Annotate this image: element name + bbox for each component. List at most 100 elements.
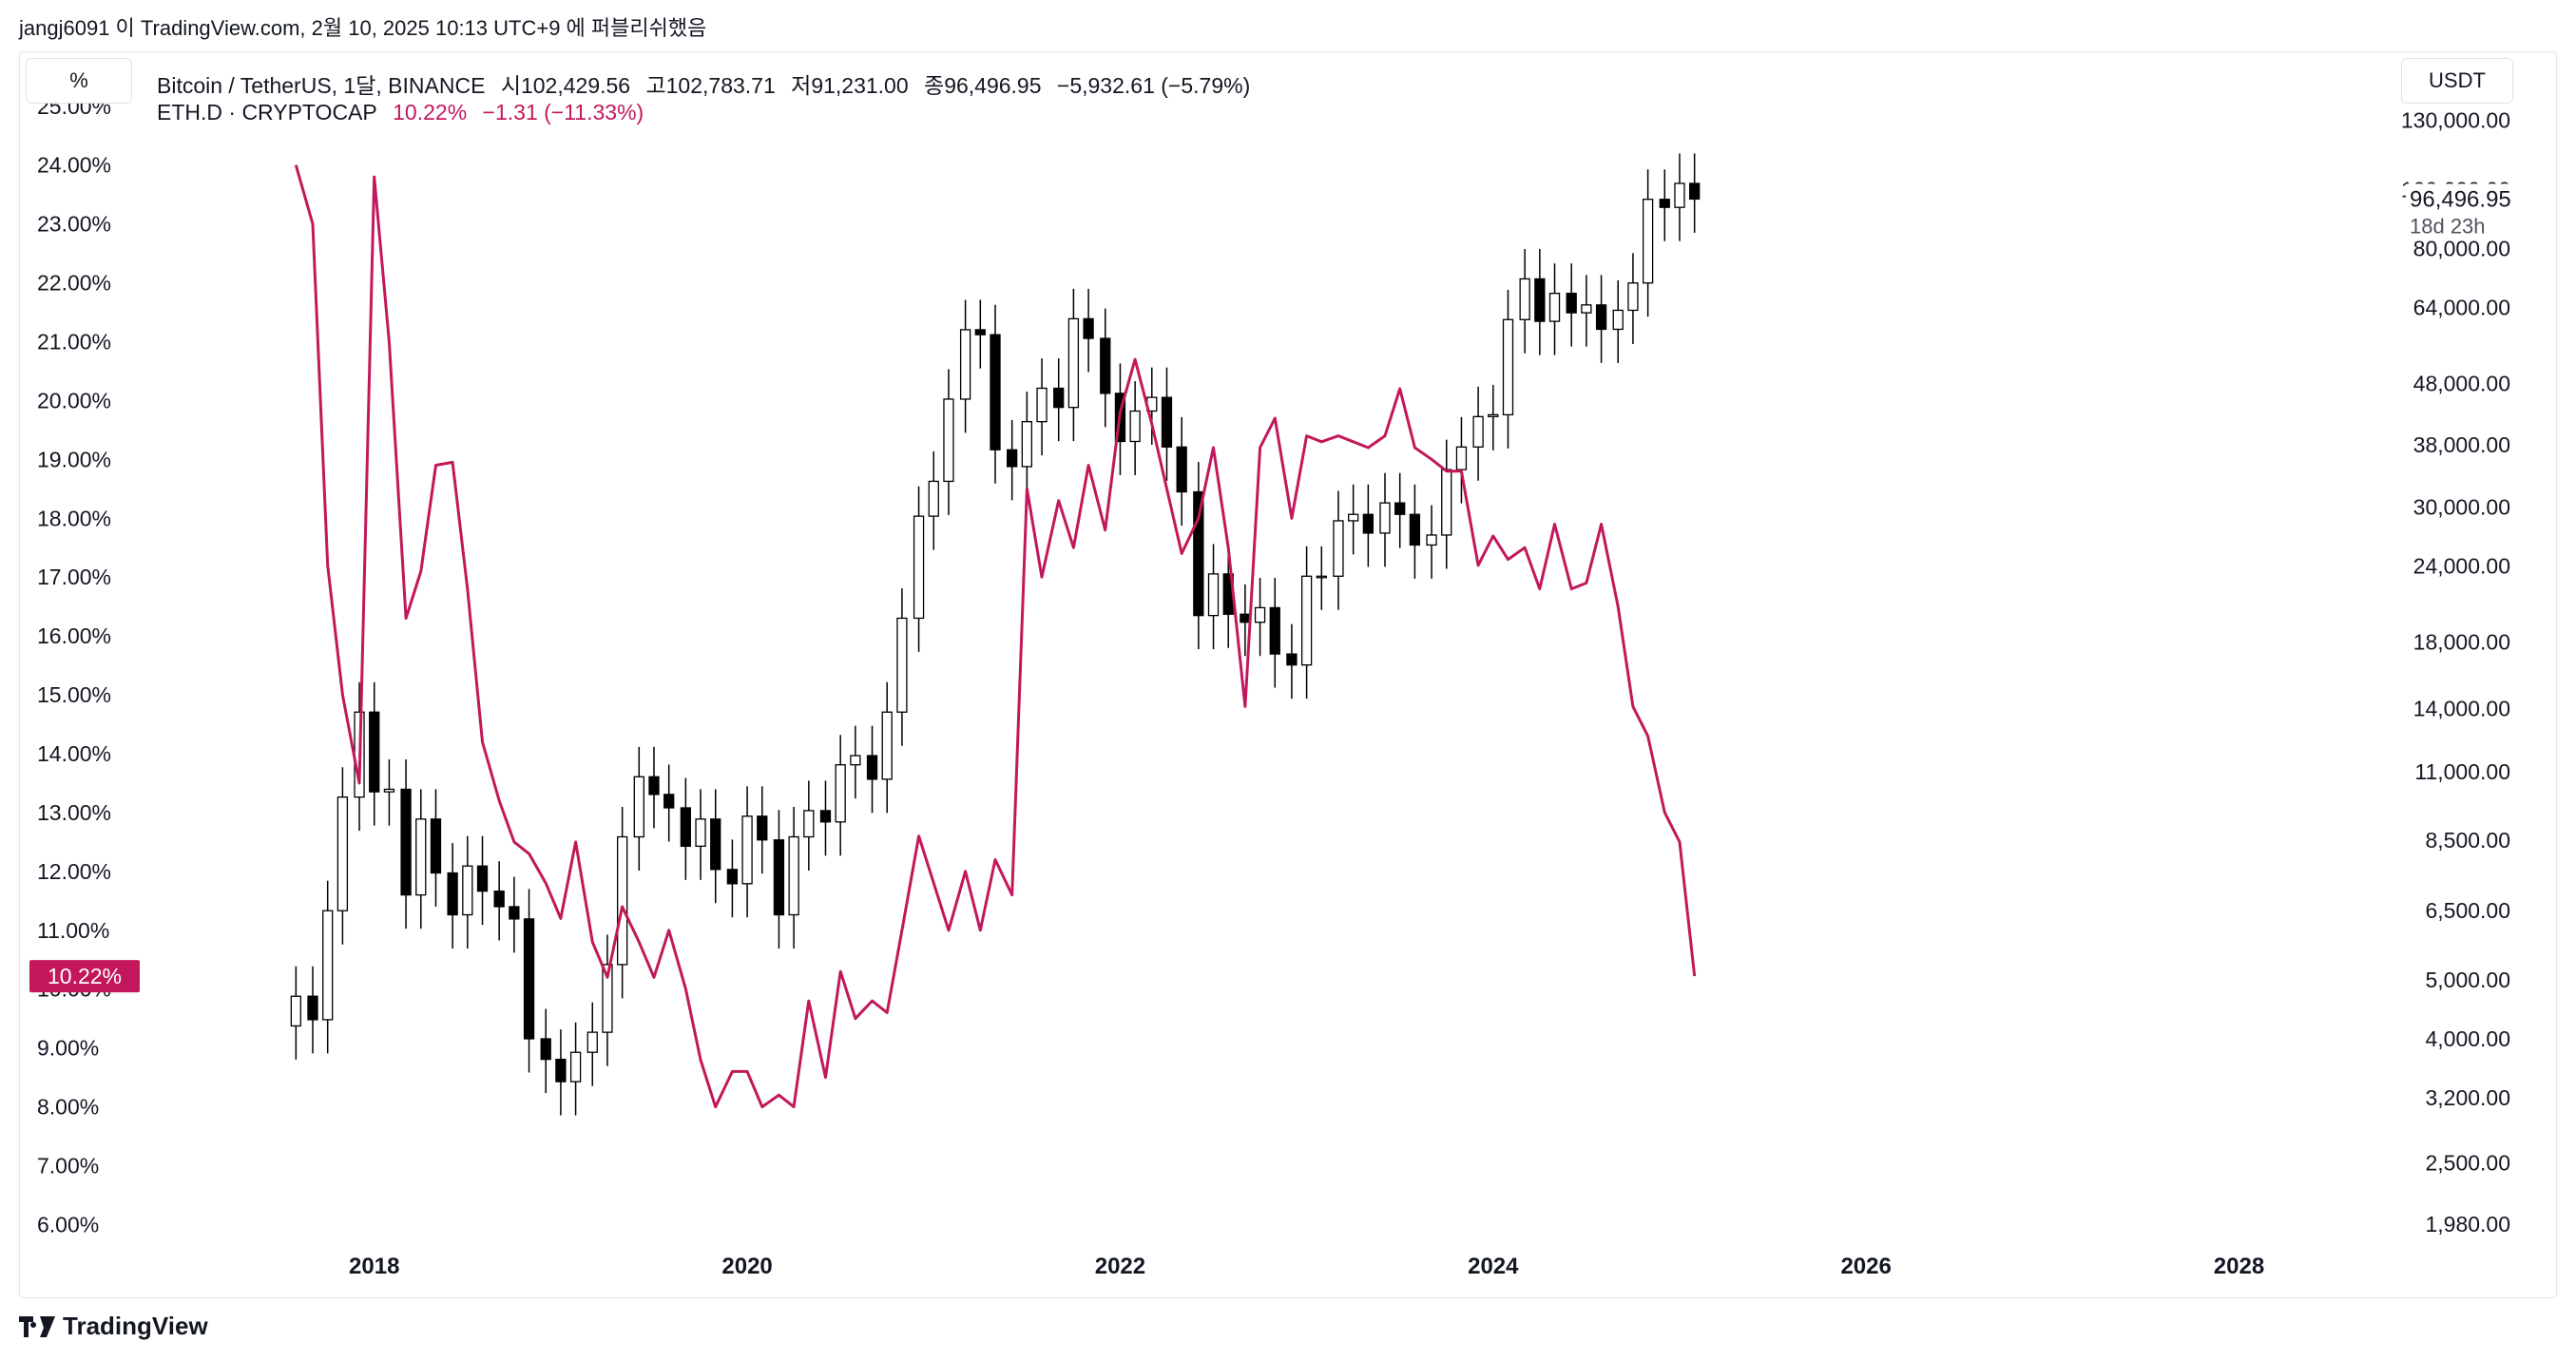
candle-body <box>850 755 861 766</box>
ethd-series-line <box>294 164 1697 1109</box>
candle-body <box>913 515 925 620</box>
right-axis-tick-label: 5,000.00 <box>2425 968 2510 992</box>
candle-body <box>1548 292 1561 322</box>
candle-body <box>928 480 939 517</box>
ethd-last-value-label: 10.22% <box>48 964 122 988</box>
candle-body <box>493 890 505 908</box>
candle-body <box>509 906 520 920</box>
price-chart[interactable]: 25.00%24.00%23.00%22.00%21.00%20.00%19.0… <box>20 52 2556 1297</box>
candle-body <box>1566 292 1577 314</box>
candle-body <box>400 788 412 896</box>
time-axis-tick-label: 2020 <box>721 1254 772 1279</box>
left-axis-tick-label: 12.00% <box>37 859 111 884</box>
snapshot-header: jangj6091 이 TradingView.com, 2월 10, 2025… <box>19 16 707 40</box>
tradingview-logo[interactable]: TradingView <box>19 1312 208 1344</box>
candle-body <box>1348 513 1359 522</box>
candle-body <box>803 810 815 838</box>
candle-body <box>1021 420 1033 468</box>
candle-body <box>633 776 644 838</box>
candle-body <box>1674 182 1685 208</box>
right-axis-tick-label: 38,000.00 <box>2413 432 2510 457</box>
candle-body <box>1441 469 1452 536</box>
left-unit-button[interactable]: % <box>26 58 132 104</box>
btc-legend-low: 저91,231.00 <box>791 73 909 98</box>
candle-body <box>476 865 489 892</box>
candle-body <box>726 869 739 885</box>
right-unit-button[interactable]: USDT <box>2401 58 2513 104</box>
candle-body <box>1240 613 1251 623</box>
candle-body <box>1254 606 1266 623</box>
left-axis-tick-label: 22.00% <box>37 271 111 296</box>
candle-body <box>1207 573 1220 617</box>
candle-body <box>757 815 768 841</box>
right-axis-tick-label: 14,000.00 <box>2413 696 2510 720</box>
candle-body <box>1612 309 1624 331</box>
left-axis-tick-label: 20.00% <box>37 388 111 412</box>
candle-body <box>1193 490 1204 617</box>
candle-body <box>943 398 954 483</box>
candle-body <box>680 807 691 848</box>
candle-body <box>1362 513 1375 534</box>
btc-legend-name: Bitcoin / TetherUS, 1달, BINANCE <box>157 73 486 98</box>
candle-body <box>569 1051 582 1083</box>
candle-body <box>1100 337 1111 394</box>
right-axis-tick-label: 130,000.00 <box>2401 108 2510 133</box>
candle-body <box>1534 278 1546 322</box>
ethd-last-value-badge <box>29 960 140 993</box>
candle-body <box>1036 387 1048 423</box>
right-axis-tick-label: 24,000.00 <box>2413 554 2510 579</box>
candle-body <box>773 839 785 916</box>
candle-body <box>307 995 318 1021</box>
ethd-legend-name: ETH.D · CRYPTOCAP <box>157 100 377 125</box>
candle-body <box>523 918 535 1040</box>
chart-frame[interactable]: 25.00% 24.00% 23.00% 22.00% 21.00% 20.00% 19.0… <box>19 51 2557 1298</box>
candle-body <box>462 865 473 916</box>
left-axis-tick-label: 24.00% <box>37 153 111 178</box>
btc-candles <box>290 153 1701 1116</box>
left-axis-tick-label: 14.00% <box>37 741 111 766</box>
time-axis-tick-label: 2018 <box>349 1254 399 1279</box>
time-axis-tick-label: 2024 <box>1468 1254 1519 1279</box>
candle-body <box>990 334 1001 450</box>
candle-body <box>1488 413 1499 417</box>
candle-body <box>1007 449 1018 468</box>
candle-body <box>336 796 349 911</box>
candle-body <box>1333 520 1344 577</box>
right-axis-tick-label: 11,000.00 <box>2414 759 2510 784</box>
candle-body <box>788 835 799 916</box>
right-axis-tick-label: 64,000.00 <box>2413 295 2510 319</box>
right-axis: 130,000.00100,000.0080,000.0064,000.0048… <box>2401 108 2510 1236</box>
right-axis-tick-label: 3,200.00 <box>2425 1085 2510 1110</box>
candle-body <box>1642 199 1654 284</box>
btc-last-price-badge <box>2406 183 2520 241</box>
right-axis-tick-label: 4,000.00 <box>2425 1026 2510 1051</box>
candle-body <box>540 1038 551 1061</box>
left-axis-tick-label: 6.00% <box>37 1212 99 1236</box>
candle-body <box>1394 502 1406 515</box>
candle-body <box>959 329 971 400</box>
candle-body <box>1627 282 1639 312</box>
candle-body <box>866 755 878 780</box>
right-axis-tick-label: 30,000.00 <box>2413 495 2510 520</box>
candle-body <box>447 872 458 916</box>
time-axis-tick-label: 2026 <box>1840 1254 1891 1279</box>
candle-body <box>710 818 721 871</box>
left-axis-tick-label: 18.00% <box>37 506 111 530</box>
candle-body <box>555 1058 567 1083</box>
candle-body <box>1379 502 1391 534</box>
tradingview-logo-icon <box>19 1314 55 1344</box>
candle-body <box>1472 415 1484 448</box>
btc-legend-close: 종96,496.95 <box>924 73 1042 98</box>
candle-body <box>974 329 986 335</box>
left-axis-tick-label: 15.00% <box>37 682 111 707</box>
candle-body <box>1409 513 1421 546</box>
right-axis-tick-label: 1,980.00 <box>2425 1212 2510 1236</box>
candle-body <box>1595 304 1607 331</box>
candle-body <box>695 818 706 848</box>
left-axis-tick-label: 17.00% <box>37 565 111 589</box>
tradingview-brand-text: TradingView <box>63 1312 208 1340</box>
candle-body <box>617 835 628 966</box>
time-axis-tick-label: 2028 <box>2214 1254 2264 1279</box>
left-axis-tick-label: 9.00% <box>37 1036 99 1061</box>
